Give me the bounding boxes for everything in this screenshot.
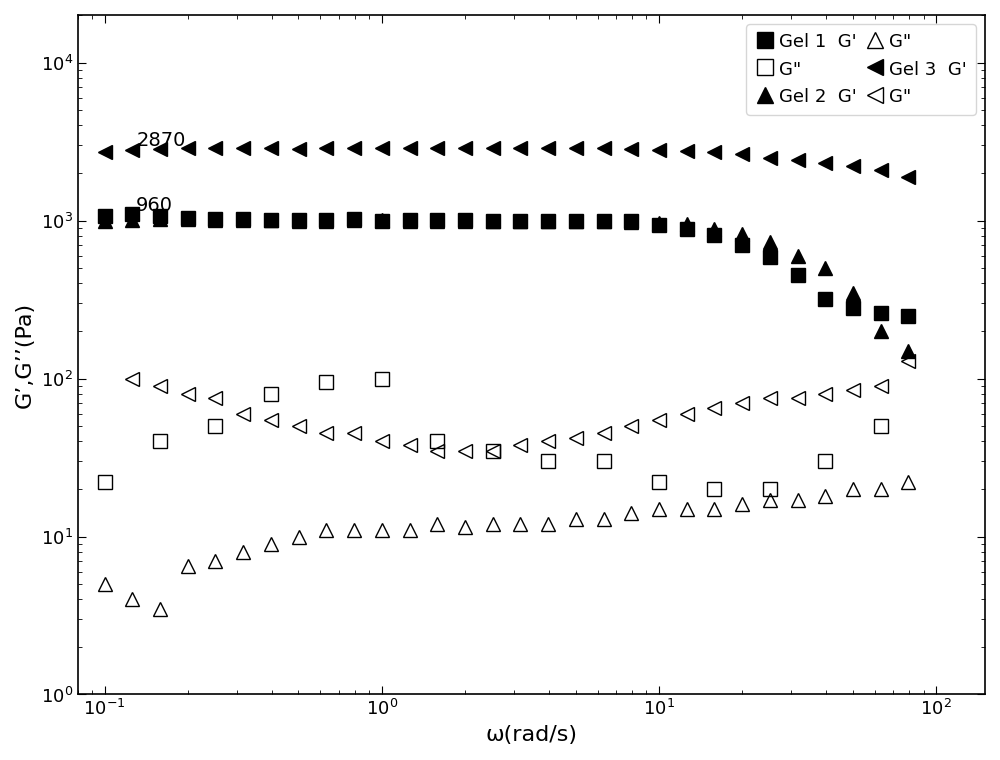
Text: 960: 960 (136, 196, 173, 215)
Y-axis label: G’,G’’(Pa): G’,G’’(Pa) (15, 302, 35, 408)
Text: 2870: 2870 (136, 131, 186, 150)
Legend: Gel 1  G', G", Gel 2  G', G", Gel 3  G', G": Gel 1 G', G", Gel 2 G', G", Gel 3 G', G" (746, 24, 976, 115)
X-axis label: ω(rad/s): ω(rad/s) (485, 725, 577, 745)
